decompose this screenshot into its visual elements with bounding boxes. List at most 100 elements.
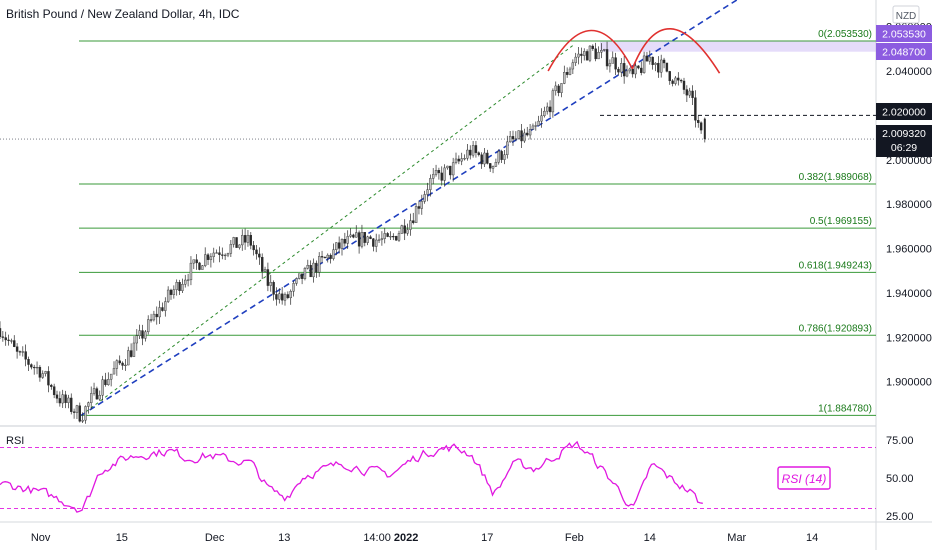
- candle-body: [375, 239, 378, 247]
- left-shoulder-arc: [547, 29, 634, 72]
- candle-body: [446, 165, 449, 169]
- candle-body: [685, 89, 689, 96]
- candle-body: [27, 359, 30, 365]
- fib-level-label: 0.618(1.949243): [799, 260, 872, 271]
- price-axis[interactable]: 1.900000 1.920000 1.940000 1.960000 1.980000…: [886, 22, 932, 523]
- candle-body: [574, 56, 577, 63]
- candle-body: [263, 269, 267, 272]
- candle-body: [514, 138, 518, 140]
- candle-body: [70, 397, 73, 412]
- candle-body: [625, 70, 629, 77]
- candle-body: [158, 307, 161, 318]
- candle-body: [181, 284, 184, 291]
- candle-body: [149, 319, 153, 321]
- candle-body: [201, 265, 204, 270]
- candle-body: [449, 165, 452, 176]
- time-tick-label: 2022: [394, 532, 418, 544]
- time-axis[interactable]: Nov 15 Dec 13 14:00 2022 17 Feb 14 Mar 14: [31, 532, 818, 544]
- candle-body: [400, 225, 404, 234]
- candle-body: [389, 236, 392, 238]
- candle-body: [651, 56, 654, 65]
- candle-body: [232, 237, 235, 245]
- candle-body: [306, 265, 309, 269]
- candle-body: [124, 364, 127, 367]
- candle-body: [520, 130, 523, 142]
- candle-body: [560, 83, 563, 93]
- overlays: British Pound / New Zealand Dollar, 4h, …: [6, 5, 920, 490]
- candle-body: [221, 254, 224, 256]
- candle-body: [546, 106, 549, 112]
- candle-body: [212, 252, 215, 257]
- candle-body: [677, 77, 680, 81]
- candle-body: [377, 239, 381, 241]
- candle-body: [506, 141, 509, 155]
- candle-body: [107, 379, 110, 386]
- price-tick-label: 1.920000: [886, 332, 932, 344]
- candle-body: [554, 85, 557, 91]
- candle-body: [81, 419, 84, 422]
- countdown-badge: 06:29: [891, 142, 917, 154]
- candle-body: [531, 125, 535, 130]
- candle-body: [557, 85, 560, 93]
- price-tick-label: 2.000000: [886, 155, 932, 167]
- candle-body: [269, 282, 272, 286]
- candle-body: [4, 337, 7, 341]
- candle-body: [144, 331, 147, 339]
- fib-level-label: 0.382(1.989068): [799, 172, 872, 183]
- candle-body: [246, 234, 250, 243]
- candle-body: [703, 118, 706, 140]
- candle-body: [218, 252, 221, 255]
- candle-body: [526, 132, 529, 136]
- trendline[interactable]: [80, 0, 738, 417]
- candle-body: [420, 201, 423, 209]
- candle-body: [568, 68, 572, 75]
- candle-body: [694, 97, 697, 121]
- candle-body: [620, 63, 623, 73]
- candle-body: [266, 269, 270, 286]
- candle-body: [229, 244, 233, 254]
- candle-body: [184, 279, 187, 285]
- candle-body: [320, 256, 324, 258]
- candle-body: [548, 106, 552, 113]
- candle-body: [634, 65, 637, 75]
- candle-body: [175, 282, 178, 290]
- candle-body: [226, 253, 230, 256]
- candle-body: [594, 48, 597, 60]
- rsi-line: [0, 440, 703, 513]
- candle-body: [35, 366, 39, 369]
- candle-body: [500, 151, 503, 160]
- time-tick-label: 14:00: [363, 532, 391, 544]
- rsi-pane[interactable]: [0, 440, 876, 513]
- candle-body: [318, 256, 321, 273]
- candle-body: [38, 366, 42, 378]
- candle-body: [457, 158, 461, 162]
- candle-body: [223, 254, 227, 257]
- candle-body: [189, 262, 193, 281]
- candle-body: [235, 237, 238, 248]
- candle-body: [295, 278, 298, 284]
- candle-body: [494, 162, 498, 167]
- candle-body: [13, 340, 16, 347]
- candle-body: [195, 259, 198, 264]
- time-tick-label: 17: [481, 532, 493, 544]
- candle-body: [369, 236, 372, 239]
- time-tick-label: Mar: [727, 532, 746, 544]
- candle-body: [286, 294, 290, 299]
- candle-body: [443, 167, 446, 181]
- candle-body: [101, 379, 104, 396]
- time-tick-label: 14: [644, 532, 656, 544]
- candle-body: [146, 319, 150, 333]
- candle-body: [528, 129, 532, 136]
- candle-body: [309, 265, 312, 278]
- candle-body: [437, 170, 441, 174]
- candle-body: [0, 328, 2, 337]
- candle-body: [645, 55, 649, 62]
- candle-body: [7, 339, 10, 341]
- candle-body: [61, 394, 64, 404]
- candle-body: [577, 53, 580, 58]
- candle-body: [471, 145, 475, 156]
- candle-body: [323, 256, 327, 259]
- candle-body: [671, 80, 674, 84]
